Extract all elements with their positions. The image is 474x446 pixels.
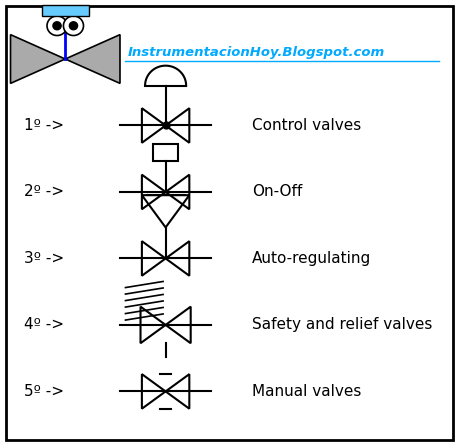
Text: Manual valves: Manual valves [252, 384, 362, 399]
Text: Auto-regulating: Auto-regulating [252, 251, 372, 266]
Text: Control valves: Control valves [252, 118, 362, 133]
Text: 5º ->: 5º -> [24, 384, 64, 399]
Text: 2º ->: 2º -> [24, 185, 64, 199]
FancyBboxPatch shape [6, 6, 453, 440]
Circle shape [53, 22, 61, 30]
FancyBboxPatch shape [42, 5, 89, 17]
Circle shape [69, 22, 78, 30]
Polygon shape [65, 35, 120, 83]
Polygon shape [10, 35, 65, 83]
Text: InstrumentacionHoy.Blogspot.com: InstrumentacionHoy.Blogspot.com [128, 46, 385, 59]
Text: 3º ->: 3º -> [24, 251, 64, 266]
Text: Safety and relief valves: Safety and relief valves [252, 318, 433, 332]
Text: On-Off: On-Off [252, 185, 302, 199]
Circle shape [47, 16, 67, 36]
Text: 1º ->: 1º -> [24, 118, 64, 133]
Text: 4º ->: 4º -> [24, 318, 64, 332]
Bar [153, 144, 178, 161]
Circle shape [64, 16, 83, 36]
